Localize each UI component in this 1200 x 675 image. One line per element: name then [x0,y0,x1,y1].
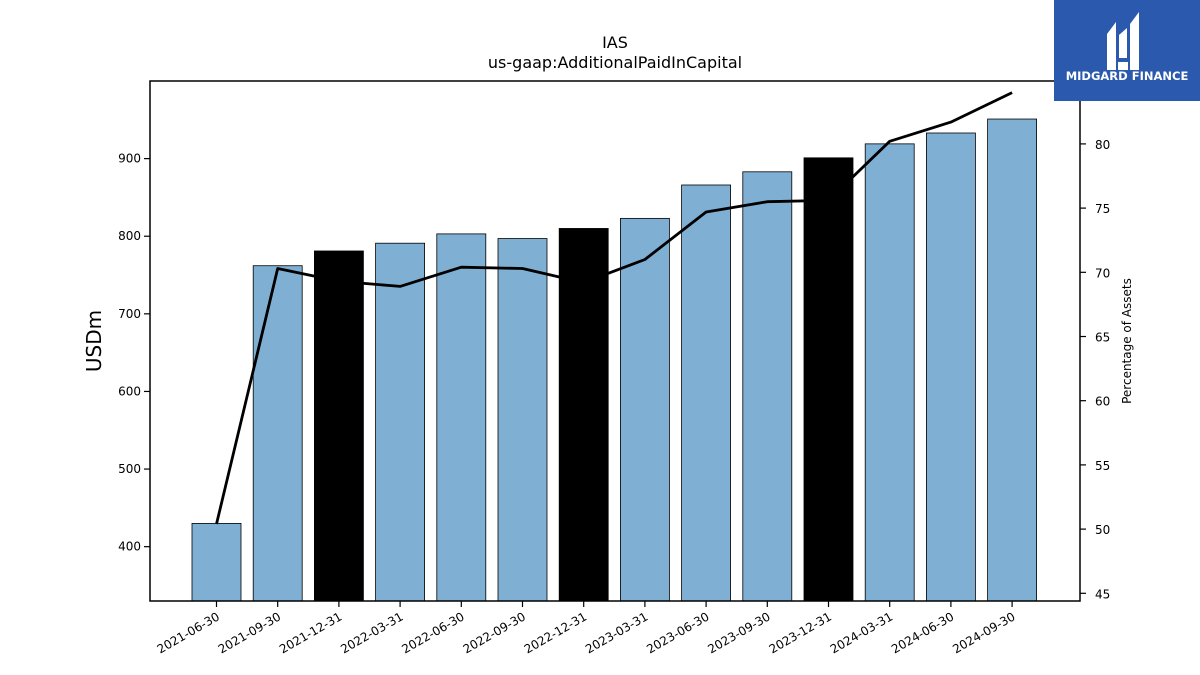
y-tick-label: 900 [118,152,141,166]
bar-2021-12-31 [313,250,364,602]
y2-tick-label: 55 [1095,459,1110,473]
x-tick-label: 2024-03-31 [828,609,895,656]
bar-2023-03-31 [620,217,670,602]
y2-tick-label: 70 [1095,266,1110,280]
x-tick-label: 2022-09-30 [461,609,528,656]
y-tick-label: 400 [118,540,141,554]
y2-tick-label: 80 [1095,138,1110,152]
y2-tick-label: 75 [1095,202,1110,216]
y-axis: 400 500 600 700 800 900 [118,152,150,554]
x-tick-label: 2022-12-31 [522,609,589,656]
x-tick-label: 2024-09-30 [950,609,1017,656]
bar-2023-12-31 [803,157,854,602]
y2-tick-label: 45 [1095,587,1110,601]
y-tick-label: 800 [118,229,141,243]
bar-group [191,118,1037,602]
y2-axis-label: Percentage of Assets [1120,278,1134,404]
bar-2022-06-30 [436,233,487,602]
bar-2023-09-30 [742,171,793,602]
plot-frame [149,80,1081,602]
y-tick-label: 700 [118,307,141,321]
y2-tick-label: 50 [1095,523,1110,537]
x-tick-label: 2024-06-30 [889,609,956,656]
y2-tick-label: 65 [1095,331,1110,345]
x-tick-label: 2021-09-30 [216,609,283,656]
bar-2024-03-31 [864,143,915,602]
y-axis-label: USDm [82,310,106,372]
x-tick-label: 2022-03-31 [338,609,405,656]
y2-tick-label: 60 [1095,395,1110,409]
bar-2024-06-30 [926,132,976,602]
logo-mark-icon [1107,12,1139,70]
x-tick-label: 2023-03-31 [583,609,650,656]
bar-2023-06-30 [681,184,731,602]
chart-subtitle: us-gaap:AdditionalPaidInCapital [488,53,742,72]
y-tick-label: 600 [118,384,141,398]
line-group [215,91,1013,525]
bar-2022-12-31 [558,228,609,602]
x-tick-label: 2022-06-30 [399,609,466,656]
x-tick-label: 2023-06-30 [644,609,711,656]
midgard-finance-logo: MIDGARD FINANCE [1054,0,1200,101]
bar-2021-06-30 [191,522,242,602]
percentage-line [215,91,1013,525]
x-tick-label: 2023-12-31 [767,609,834,656]
chart-title: IAS [602,33,628,52]
bar-2021-09-30 [252,265,303,602]
bar-2022-03-31 [375,242,426,602]
x-axis: 2021-06-302021-09-302021-12-312022-03-31… [155,601,1018,656]
x-tick-label: 2021-06-30 [155,609,222,656]
bar-2022-09-30 [497,238,548,602]
x-tick-label: 2023-09-30 [705,609,772,656]
y-tick-label: 500 [118,462,141,476]
bar-2024-09-30 [987,118,1037,602]
x-tick-label: 2021-12-31 [277,609,344,656]
y2-axis: 45 50 55 60 65 70 75 80 [1080,138,1110,601]
logo-text: MIDGARD FINANCE [1066,69,1189,83]
